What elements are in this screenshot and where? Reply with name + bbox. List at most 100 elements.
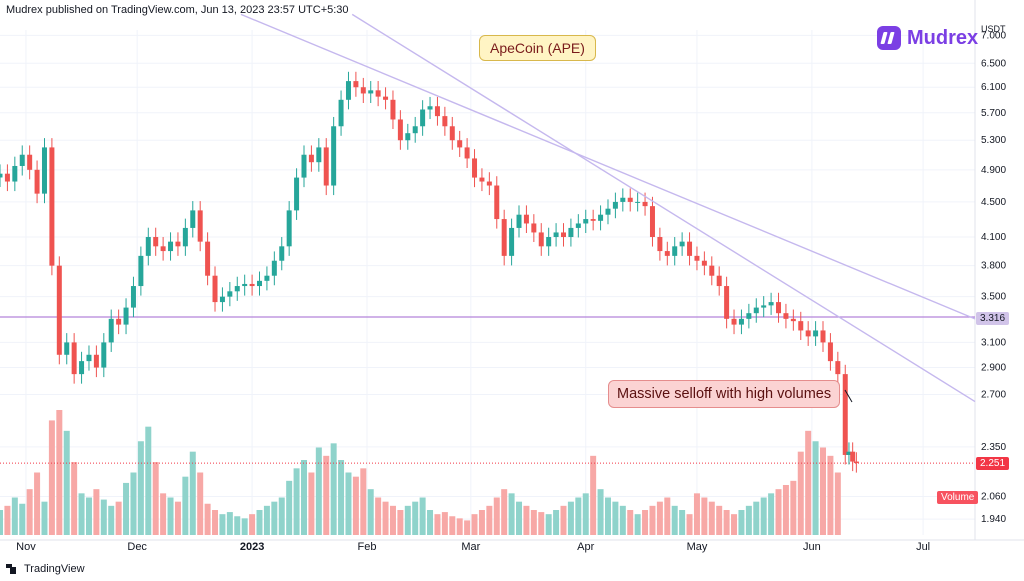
volume-bar [26,489,33,535]
candle-body [523,214,529,224]
publisher-header: Mudrex published on TradingView.com, Jun… [6,4,349,16]
volume-bar [189,451,196,535]
volume-bar [493,497,500,535]
candle-body [153,237,159,247]
y-tick-label: 4.500 [981,197,1006,208]
volume-bar [642,510,649,535]
volume-bar [597,489,604,535]
y-tick-label: 2.350 [981,442,1006,453]
volume-bar [300,460,307,535]
volume-bar [182,476,189,535]
y-tick-label: 1.940 [981,514,1006,525]
volume-bar [338,460,345,535]
candle-body [664,251,670,256]
x-tick-label: Mar [461,541,480,553]
volume-bar [241,518,248,535]
candle-body [34,169,40,194]
volume-bar [545,514,552,535]
candle-body [850,451,856,462]
x-tick-label: Apr [577,541,594,553]
x-tick-label: 2023 [240,541,264,553]
candle-body [197,210,203,242]
title-annotation: ApeCoin (APE) [479,35,596,61]
candle-body [397,119,403,141]
candle-body [93,354,99,368]
volume-bar [679,510,686,535]
y-tick-label: 2.900 [981,363,1006,374]
candle-body [472,158,478,178]
volume-bar [456,518,463,535]
candle-body [560,232,566,238]
y-tick-label: 5.300 [981,135,1006,146]
candle-body [360,87,366,94]
y-tick-label: 6.100 [981,82,1006,93]
volume-bar [575,497,582,535]
candle-body [846,451,852,455]
candle-body [790,318,796,322]
volume-bar [486,505,493,535]
candle-body [649,206,655,238]
candle-body [546,237,552,247]
candle-body [390,99,396,120]
brand-logo: Mudrex [877,26,978,50]
volume-bar [85,497,92,535]
candle-body [71,342,77,375]
candle-body [768,302,774,306]
volume-bar [471,514,478,535]
candle-body [308,154,314,163]
volume-bar [130,472,137,535]
candle-body [64,342,70,355]
candle-body [434,106,440,117]
volume-bar [671,505,678,535]
candle-body [234,286,240,292]
volume-bar [604,497,611,535]
candle-body [657,237,663,252]
candle-body [0,173,3,178]
candle-body [679,241,685,247]
volume-bar [790,480,797,535]
candle-body [761,305,767,308]
candle-body [731,318,737,325]
candle-body [746,313,752,319]
x-tick-label: Feb [358,541,377,553]
volume-bar [308,472,315,535]
candle-body [205,241,211,276]
volume-bar [508,493,515,535]
candle-body [509,227,515,256]
selloff-annotation: Massive selloff with high volumes [608,380,841,408]
candle-body [4,173,10,182]
candle-body [553,232,559,238]
candle-body [627,197,633,202]
volume-bar [664,497,671,535]
x-tick-label: Jul [916,541,930,553]
candle-body [449,126,455,141]
volume-bar [464,520,471,535]
candle-body [538,232,544,247]
volume-bar [63,430,70,535]
volume-bar [256,510,263,535]
volume-bar [286,480,293,535]
volume-bar [345,472,352,535]
volume-bar [775,489,782,535]
candle-body [271,260,277,276]
candle-body [101,342,107,368]
candle-body [49,147,55,266]
volume-bar [315,447,322,535]
candle-body [323,147,329,186]
volume-bar [34,472,41,535]
volume-bar [656,501,663,535]
volume-bar [152,462,159,535]
candle-body [642,201,648,207]
volume-bar [397,510,404,535]
volume-bar [71,462,78,535]
volume-bar [19,503,26,535]
y-tick-label: 5.700 [981,108,1006,119]
volume-bar [41,501,48,535]
x-tick-label: May [687,541,708,553]
volume-bar [367,489,374,535]
volume-bar [160,493,167,535]
candle-body [568,227,574,238]
volume-bar [263,505,270,535]
volume-bar [212,510,219,535]
